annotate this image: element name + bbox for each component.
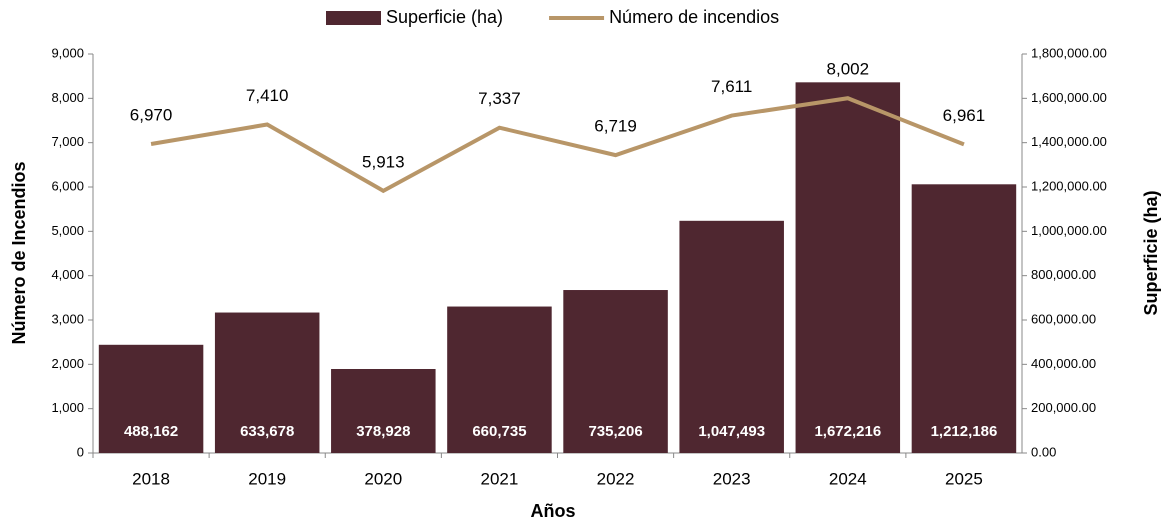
bar-value-label: 735,206 xyxy=(588,423,642,440)
line-value-label: 6,961 xyxy=(943,106,986,125)
y2-tick-label: 1,800,000.00 xyxy=(1031,45,1107,60)
bar-value-label: 1,212,186 xyxy=(931,423,998,440)
y2-tick-label: 0.00 xyxy=(1031,444,1056,459)
x-tick-label: 2018 xyxy=(132,469,170,488)
y-axis-title: Número de Incendios xyxy=(9,161,29,344)
bar xyxy=(98,344,204,453)
y2-tick-label: 400,000.00 xyxy=(1031,356,1096,371)
legend-label: Superficie (ha) xyxy=(386,7,503,27)
bar xyxy=(679,220,784,453)
bar-value-label: 488,162 xyxy=(124,423,178,440)
line-value-label: 8,002 xyxy=(827,60,870,79)
line-value-label: 7,611 xyxy=(711,77,752,96)
legend-swatch xyxy=(326,11,381,25)
y-tick-label: 4,000 xyxy=(51,267,84,282)
y-tick-label: 6,000 xyxy=(51,178,84,193)
bar-value-label: 633,678 xyxy=(240,423,294,440)
x-tick-label: 2025 xyxy=(945,469,983,488)
y2-tick-label: 1,400,000.00 xyxy=(1031,134,1107,149)
y2-tick-label: 200,000.00 xyxy=(1031,400,1096,415)
x-tick-label: 2021 xyxy=(481,469,519,488)
x-tick-label: 2022 xyxy=(597,469,635,488)
y-tick-label: 1,000 xyxy=(51,400,84,415)
bar-value-label: 1,672,216 xyxy=(814,423,881,440)
line-value-label: 6,719 xyxy=(594,117,637,136)
x-tick-label: 2023 xyxy=(713,469,751,488)
y2-axis-title: Superficie (ha) xyxy=(1141,190,1161,315)
bar xyxy=(563,290,668,453)
bar xyxy=(447,306,552,453)
y2-tick-label: 600,000.00 xyxy=(1031,311,1096,326)
line-value-label: 5,913 xyxy=(362,152,405,171)
x-tick-label: 2020 xyxy=(364,469,402,488)
y-tick-label: 3,000 xyxy=(51,311,84,326)
y-tick-label: 8,000 xyxy=(51,90,84,105)
bar xyxy=(795,82,901,454)
y2-tick-label: 1,200,000.00 xyxy=(1031,178,1107,193)
bar-value-label: 378,928 xyxy=(356,423,410,440)
bar xyxy=(214,312,320,453)
bar-value-label: 660,735 xyxy=(472,423,526,440)
y-tick-label: 5,000 xyxy=(51,223,84,238)
bar xyxy=(331,369,436,453)
legend-label: Número de incendios xyxy=(609,7,779,27)
line-value-label: 7,410 xyxy=(246,86,289,105)
line xyxy=(150,96,965,194)
y2-tick-label: 800,000.00 xyxy=(1031,267,1096,282)
x-axis-title: Años xyxy=(531,501,576,521)
line-value-label: 6,970 xyxy=(130,105,173,124)
bar-value-label: 1,047,493 xyxy=(698,423,765,440)
x-tick-label: 2024 xyxy=(829,469,867,488)
y-tick-label: 0 xyxy=(77,444,84,459)
y2-tick-label: 1,000,000.00 xyxy=(1031,223,1107,238)
line-value-label: 7,337 xyxy=(478,89,521,108)
x-tick-label: 2019 xyxy=(248,469,286,488)
y-tick-label: 7,000 xyxy=(51,134,84,149)
bar xyxy=(911,184,1017,453)
y-tick-label: 9,000 xyxy=(51,45,84,60)
y-tick-label: 2,000 xyxy=(51,356,84,371)
y2-tick-label: 1,600,000.00 xyxy=(1031,90,1107,105)
